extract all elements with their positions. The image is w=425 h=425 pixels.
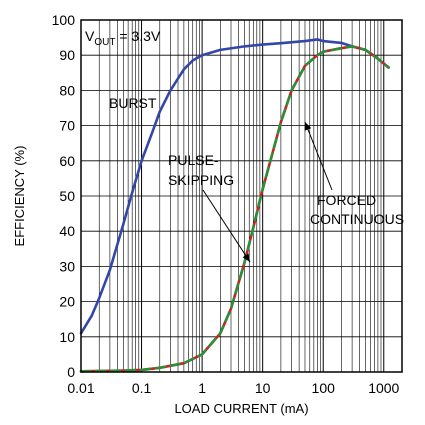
- series-line-1: [79, 38, 390, 335]
- y-tick-label: 40: [59, 223, 75, 239]
- x-axis-label: LOAD CURRENT (mA): [174, 401, 308, 416]
- x-tick-label: 1000: [368, 380, 399, 396]
- x-tick-label: 100: [312, 380, 336, 396]
- arrowhead-pulse-skipping: [242, 253, 250, 262]
- y-tick-label: 0: [67, 364, 75, 380]
- annotation-pulse-skipping-line2: SKIPPING: [168, 172, 234, 188]
- y-tick-label: 20: [59, 294, 75, 310]
- y-tick-label: 100: [52, 12, 76, 28]
- series-layer: [79, 38, 390, 373]
- annotation-forced-continuous-line1: FORCED: [317, 192, 376, 208]
- annotation-burst: BURST: [109, 95, 157, 111]
- y-tick-label: 70: [59, 118, 75, 134]
- tick-labels: 0.01 0.1 1 10 100 1000 0 10 20 30 40 50 60 70 80 90 100: [52, 12, 400, 396]
- y-tick-label: 60: [59, 153, 75, 169]
- arrowhead-forced-continuous: [304, 122, 312, 131]
- series-line-3: [79, 45, 390, 373]
- plot-frame: [80, 19, 403, 373]
- x-tick-label: 0.01: [67, 380, 94, 396]
- arrow-pulse-skipping: [202, 189, 251, 263]
- y-tick-label: 30: [59, 258, 75, 274]
- annotation-vout-main: V: [85, 28, 95, 44]
- y-tick-label: 80: [59, 82, 75, 98]
- annotation-pulse-skipping-line1: PULSE-: [168, 152, 219, 168]
- y-axis-label: EFFICIENCY (%): [12, 146, 27, 247]
- y-tick-label: 50: [59, 188, 75, 204]
- arrow-forced-continuous: [304, 121, 333, 191]
- x-tick-label: 0.1: [132, 380, 152, 396]
- annotation-vout-value: = 3.3V: [115, 28, 160, 44]
- annotation-vout: VOUT = 3.3V: [85, 28, 161, 48]
- x-tick-label: 10: [255, 380, 271, 396]
- annotation-forced-continuous-line2: CONTINUOUS: [310, 211, 404, 227]
- x-tick-label: 1: [198, 380, 206, 396]
- y-tick-label: 90: [59, 47, 75, 63]
- y-tick-label: 10: [59, 329, 75, 345]
- annotation-vout-sub: OUT: [94, 37, 115, 48]
